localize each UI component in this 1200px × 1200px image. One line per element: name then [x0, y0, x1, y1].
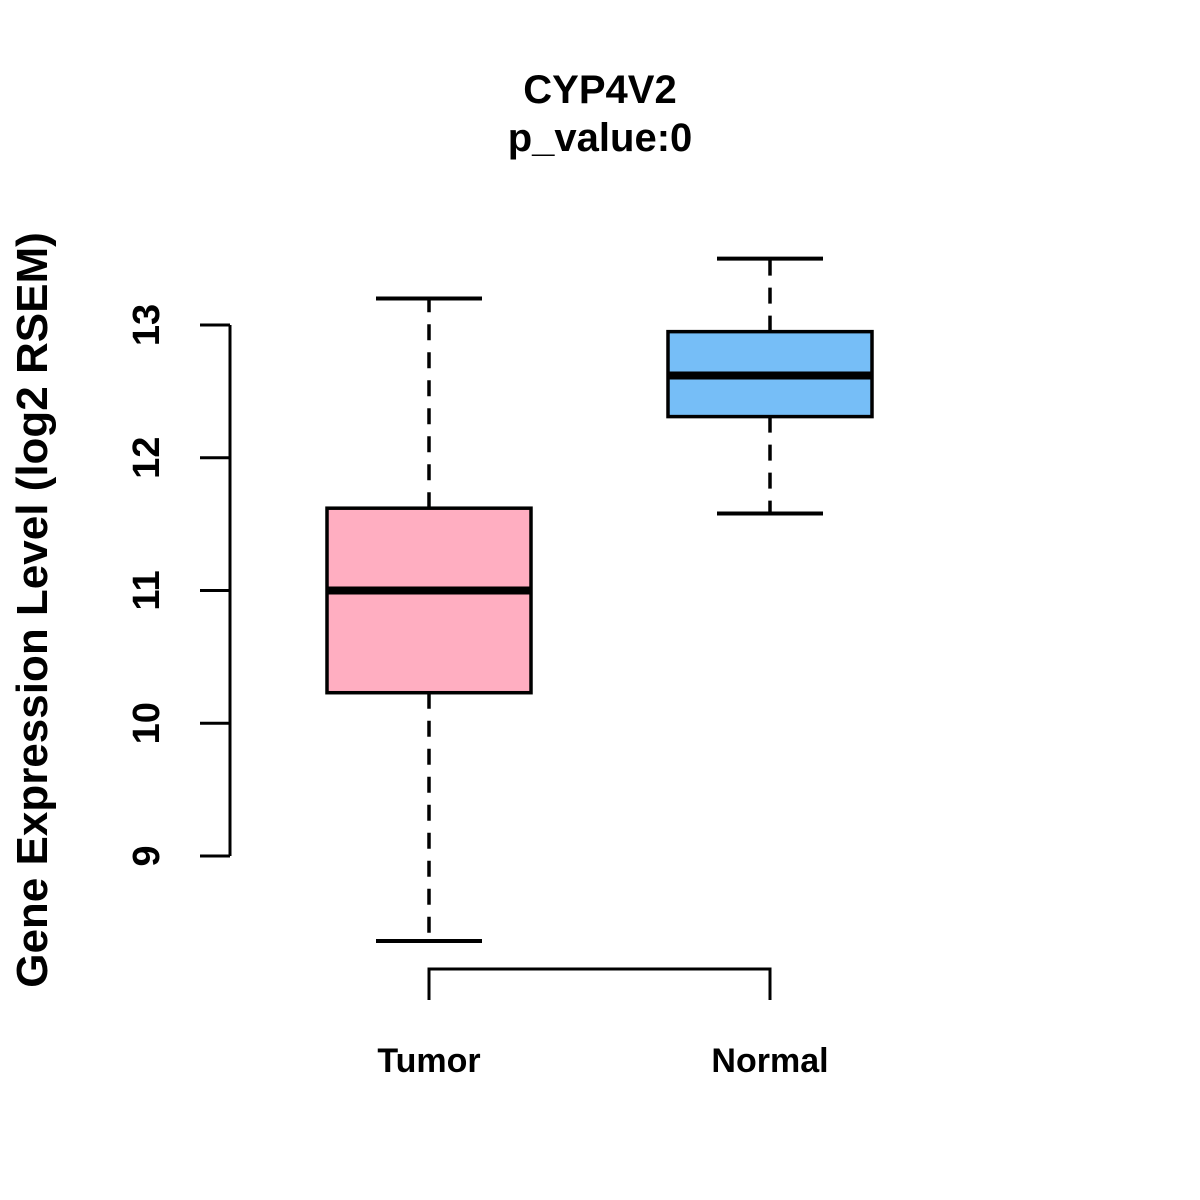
x-tick-label-tumor: Tumor: [377, 1042, 481, 1080]
y-tick-label: 12: [126, 437, 168, 479]
y-axis-label: Gene Expression Level (log2 RSEM): [8, 232, 57, 988]
x-axis-line: [427, 967, 772, 1000]
y-tick-label: 13: [126, 304, 168, 346]
chart-title: CYP4V2: [523, 68, 677, 112]
chart-subtitle: p_value:0: [507, 116, 693, 160]
y-tick-label: 11: [126, 570, 168, 610]
y-tick-label: 10: [126, 702, 168, 744]
x-tick-label-normal: Normal: [711, 1042, 829, 1080]
tumor-box: [325, 506, 533, 695]
y-tick-label: 9: [126, 845, 168, 866]
